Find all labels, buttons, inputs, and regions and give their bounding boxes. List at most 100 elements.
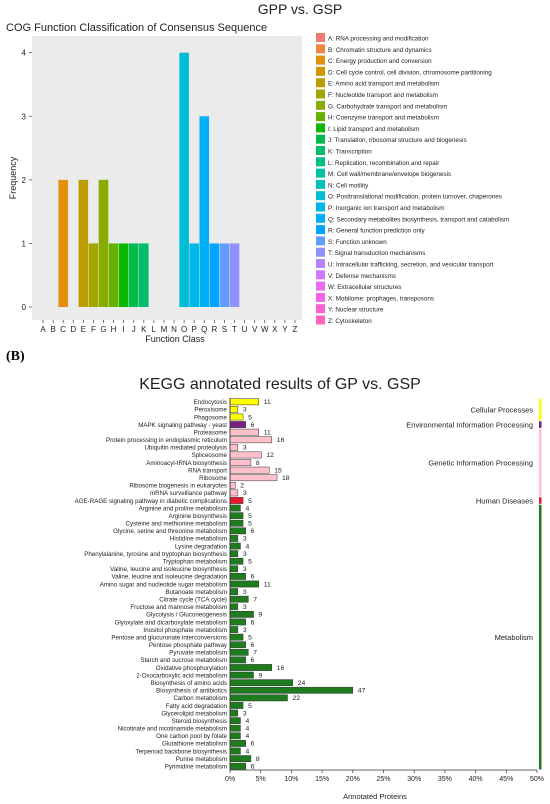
kegg-bar	[229, 740, 246, 747]
cog-legend-swatch	[316, 292, 325, 302]
cog-legend-label: Q: Secondary metabolites biosynthesis, t…	[328, 216, 509, 223]
cog-x-tick-label: P	[192, 325, 197, 334]
kegg-count-label: 6	[251, 619, 255, 626]
cog-legend-label: R: General function prediction only	[328, 228, 425, 235]
cog-bar	[209, 243, 220, 307]
kegg-pathway-label: One carbon pool by folate	[156, 733, 227, 740]
cog-x-tick-label: E	[81, 325, 86, 334]
kegg-pathway-label: Cysteine and methionine metabolism	[126, 521, 227, 528]
kegg-x-tick-label: 15%	[315, 776, 329, 783]
kegg-count-label: 7	[253, 596, 257, 603]
kegg-bar	[229, 436, 273, 444]
cog-legend-swatch	[316, 304, 325, 314]
kegg-bar	[229, 459, 252, 466]
kegg-pathway-label: Phagosome	[194, 414, 228, 421]
kegg-count-label: 3	[243, 445, 247, 452]
cog-legend-swatch	[316, 134, 325, 144]
kegg-count-label: 3	[243, 710, 247, 717]
cog-legend-label: O: Posttranslational modification, prote…	[328, 194, 502, 201]
cog-legend-label: G: Carbohydrate transport and metabolism	[328, 103, 447, 110]
cog-legend-swatch	[316, 281, 325, 291]
kegg-x-tick-label: 0%	[225, 776, 235, 783]
kegg-bar	[229, 709, 239, 717]
kegg-pathway-label: Arginine biosynthesis	[169, 513, 227, 520]
cog-bar	[229, 243, 240, 307]
kegg-pathway-label: Nicotinate and nicotinamide metabolism	[118, 726, 227, 733]
kegg-count-label: 22	[292, 695, 300, 702]
kegg-bar	[229, 565, 239, 573]
kegg-count-label: 6	[251, 574, 255, 581]
kegg-bar	[229, 481, 236, 489]
kegg-count-label: 8	[256, 460, 260, 467]
kegg-count-label: 4	[245, 733, 249, 740]
kegg-count-label: 16	[277, 437, 285, 444]
cog-x-tick-label: X	[272, 325, 278, 334]
cog-x-tick-label: Y	[282, 325, 288, 334]
cog-legend-swatch	[316, 202, 325, 212]
kegg-bar	[229, 671, 254, 679]
kegg-bar	[229, 580, 259, 588]
kegg-pathway-label: Peroxisome	[194, 407, 227, 414]
cog-y-tick-label: 1	[22, 239, 27, 248]
kegg-count-label: 15	[274, 467, 282, 474]
kegg-pathway-label: Biosynthesis of antibiotics	[156, 688, 227, 695]
cog-legend-swatch	[316, 89, 325, 99]
kegg-bar	[229, 747, 241, 755]
kegg-count-label: 3	[243, 551, 247, 558]
kegg-count-label: 5	[248, 498, 252, 505]
kegg-pathway-label: RNA transport	[188, 467, 227, 474]
kegg-count-label: 3	[243, 490, 247, 497]
kegg-pathway-label: Fructose and mannose metabolism	[130, 604, 227, 611]
kegg-count-label: 2	[240, 483, 244, 490]
kegg-count-label: 5	[248, 521, 252, 528]
kegg-bar	[229, 474, 278, 482]
kegg-bar	[229, 679, 293, 687]
kegg-pathway-label: Butanoate metabolism	[165, 589, 227, 596]
cog-legend-swatch	[316, 179, 325, 189]
kegg-x-tick-label: 25%	[376, 776, 390, 783]
cog-legend-swatch	[316, 168, 325, 178]
cog-legend-label: V: Defense mechanisms	[328, 273, 396, 280]
cog-bar	[88, 243, 99, 307]
cog-x-tick-label: R	[211, 325, 217, 334]
kegg-count-label: 18	[282, 475, 290, 482]
cog-bar	[199, 116, 210, 308]
kegg-count-label: 4	[245, 726, 249, 733]
kegg-pathway-label: Valine, leucine and isoleucine degradati…	[112, 574, 228, 581]
kegg-chart: Endocytosis 11 Peroxisome 3 Phagosome 5 MAPK s…	[75, 398, 544, 801]
cog-x-tick-label: J	[132, 325, 136, 334]
cog-bar	[78, 179, 89, 307]
kegg-count-label: 11	[264, 581, 271, 588]
cog-legend-label: L: Replication, recombination and repair	[328, 160, 439, 167]
kegg-bar	[229, 686, 354, 694]
kegg-pathway-label: Pyrimidine metabolism	[165, 764, 227, 771]
kegg-bar	[229, 664, 273, 671]
panel-a-heading: GPP vs. GSP	[258, 1, 343, 17]
kegg-group-label: Genetic Information Processing	[428, 459, 533, 468]
kegg-count-label: 3	[243, 566, 247, 573]
kegg-count-label: 6	[251, 764, 255, 771]
kegg-bar	[229, 641, 246, 649]
kegg-bar	[229, 702, 244, 709]
kegg-pathway-label: Citrate cycle (TCA cycle)	[159, 596, 227, 603]
kegg-pathway-label: Protein processing in endoplasmic reticu…	[106, 437, 227, 444]
kegg-bar	[229, 535, 239, 542]
kegg-group-label: Environmental Information Processing	[406, 421, 533, 430]
cog-legend-label: A: RNA processing and modification	[328, 36, 429, 43]
kegg-bar	[229, 421, 246, 428]
kegg-pathway-label: Ribosome	[199, 475, 227, 482]
cog-x-tick-label: I	[123, 325, 125, 334]
kegg-group-strip	[539, 504, 542, 770]
kegg-pathway-label: Phenylalanine, tyrosine and tryptophan b…	[84, 551, 227, 558]
cog-legend-swatch	[316, 191, 325, 201]
kegg-count-label: 16	[277, 665, 285, 672]
kegg-pathway-label: Carbon metabolism	[173, 695, 227, 702]
kegg-count-label: 6	[251, 422, 255, 429]
kegg-pathway-label: Glycolysis / Gluconeogenesis	[146, 612, 227, 619]
kegg-bar	[229, 611, 254, 618]
kegg-count-label: 3	[243, 407, 247, 414]
cog-bar	[189, 243, 199, 307]
cog-x-tick-label: M	[161, 325, 168, 334]
kegg-pathway-label: Starch and sucrose metabolism	[140, 657, 227, 664]
kegg-pathway-label: Pentose phosphate pathway	[149, 642, 228, 649]
